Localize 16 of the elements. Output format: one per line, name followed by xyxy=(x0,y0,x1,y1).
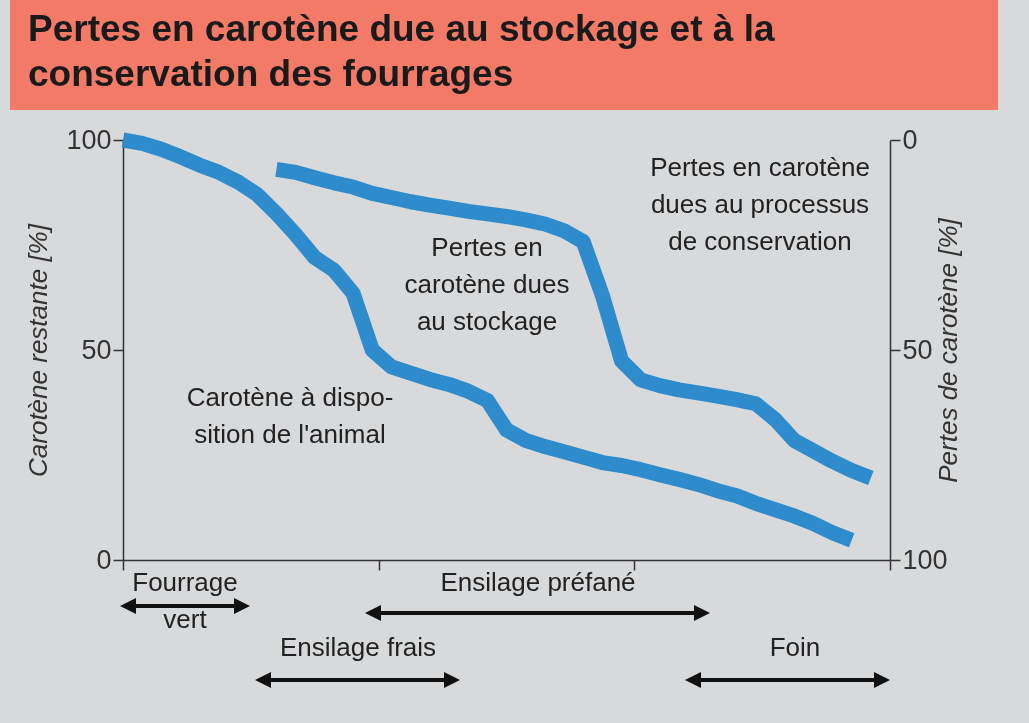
text: Foin xyxy=(769,632,821,662)
chart-title: Pertes en carotène due au stockage et à la conservation des fourrages xyxy=(10,0,998,110)
y-tick-label: 100 xyxy=(66,124,112,155)
text: Ensilage frais xyxy=(279,632,437,662)
annotation: Carotène à dispo- sition de l'animal xyxy=(186,382,394,449)
y2-tick-label: 50 xyxy=(902,334,933,365)
y-tick-label: 0 xyxy=(96,544,112,575)
y2-tick-label: 0 xyxy=(902,124,918,155)
annotation: Pertes en carotène dues au processus de conservation xyxy=(650,152,870,256)
annotation: Pertes en carotène dues au stockage xyxy=(404,232,570,336)
y-tick-label: 50 xyxy=(81,334,112,365)
text: Ensilage préfané xyxy=(440,567,636,597)
text: Fourrage vert xyxy=(132,567,238,634)
y2-axis-title: Pertes de carotène [%] xyxy=(932,217,963,483)
y-axis-title: Carotène restante [%] xyxy=(23,223,54,477)
y2-tick-label: 100 xyxy=(902,544,948,575)
